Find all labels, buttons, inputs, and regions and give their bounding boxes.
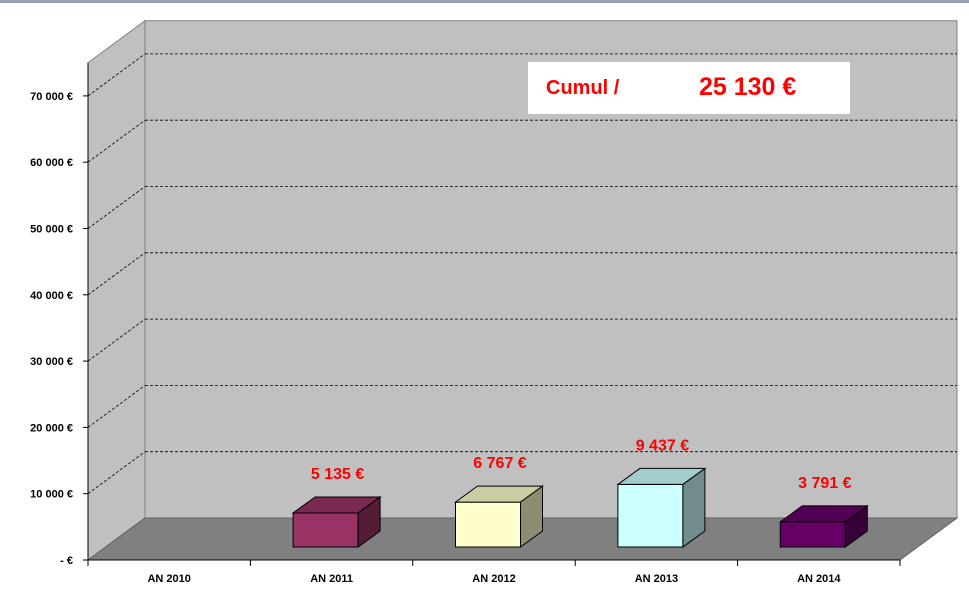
- bar-front: [292, 512, 359, 548]
- bar-side: [357, 495, 381, 548]
- y-tick-label: 40 000 €: [30, 290, 73, 302]
- y-tick-label: - €: [60, 555, 73, 567]
- bar-front: [779, 521, 846, 548]
- x-tick-label: AN 2014: [797, 573, 841, 585]
- data-label: 9 437 €: [636, 437, 689, 454]
- data-label: 5 135 €: [311, 466, 364, 483]
- y-tick-label: 60 000 €: [30, 157, 73, 169]
- x-tick-label: AN 2010: [147, 573, 190, 585]
- y-tick-label: 70 000 €: [30, 91, 73, 103]
- gridline-side: [87, 318, 146, 362]
- bar-side: [520, 485, 543, 548]
- data-label: 3 791 €: [798, 475, 851, 492]
- bar-front: [617, 483, 684, 548]
- bar-side: [844, 504, 868, 548]
- bar-front: [455, 501, 521, 548]
- y-tick-label: 20 000 €: [30, 422, 73, 434]
- cumul-box: Cumul / 25 130 €: [528, 62, 850, 114]
- gridline-side: [87, 186, 146, 229]
- gridline-side: [87, 53, 146, 97]
- gridline-side: [87, 385, 146, 428]
- bar-side: [682, 467, 706, 548]
- y-tick-label: 30 000 €: [30, 356, 73, 368]
- x-tick-label: AN 2011: [310, 573, 353, 585]
- gridline-side: [87, 119, 146, 163]
- gridline-side: [87, 451, 146, 495]
- cumul-label: Cumul /: [546, 77, 620, 99]
- gridline-side: [87, 252, 146, 296]
- y-tick-label: 50 000 €: [30, 224, 73, 236]
- chart-side-wall: [87, 19, 146, 561]
- data-label: 6 767 €: [473, 455, 526, 472]
- x-tick-label: AN 2012: [472, 573, 515, 585]
- cumul-value: 25 130 €: [699, 73, 797, 101]
- x-tick-label: AN 2013: [635, 573, 678, 585]
- y-tick-label: 10 000 €: [30, 489, 73, 501]
